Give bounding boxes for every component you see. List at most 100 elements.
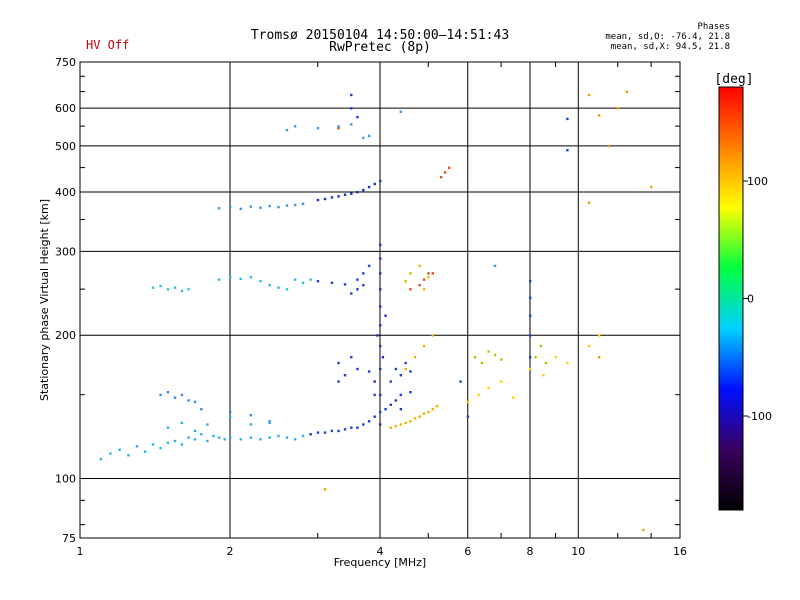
data-point — [616, 107, 620, 110]
data-point — [180, 289, 184, 293]
data-point — [301, 202, 305, 206]
colorbar — [718, 86, 744, 511]
data-point — [587, 201, 591, 204]
data-point — [356, 278, 359, 281]
data-point — [362, 188, 365, 192]
data-point — [301, 281, 305, 284]
data-point — [389, 403, 392, 406]
data-point — [151, 443, 155, 446]
phase-stats-x: mean, sd,X: 94.5, 21.8 — [610, 42, 730, 52]
data-point — [249, 276, 253, 279]
data-point — [566, 148, 569, 152]
data-point — [249, 436, 253, 439]
data-point — [554, 356, 557, 359]
data-point — [223, 438, 226, 441]
colorbar-tick-label: 100 — [747, 175, 768, 188]
data-point — [259, 206, 262, 209]
data-point — [625, 90, 628, 93]
data-point — [193, 429, 197, 433]
data-point — [343, 428, 347, 431]
data-point — [180, 421, 184, 425]
data-point — [379, 257, 382, 260]
data-point — [277, 286, 280, 289]
data-point — [316, 280, 320, 283]
data-point — [394, 367, 398, 371]
data-point — [259, 280, 262, 283]
data-point — [373, 182, 376, 186]
data-point — [159, 284, 162, 288]
data-point — [350, 426, 353, 429]
data-point — [356, 288, 359, 291]
data-point — [642, 528, 645, 532]
y-tick-label: 600 — [55, 102, 76, 115]
data-point — [362, 272, 365, 275]
data-point — [217, 278, 221, 281]
data-point — [431, 334, 434, 337]
data-point — [229, 436, 232, 439]
data-point — [367, 264, 371, 268]
data-point — [362, 136, 365, 140]
data-point — [500, 380, 503, 383]
data-point — [399, 407, 403, 411]
chart-subtitle: RwPretec (8p) — [329, 40, 431, 55]
data-point — [350, 292, 353, 295]
data-point — [293, 438, 297, 441]
data-point — [367, 185, 371, 189]
data-point — [239, 438, 242, 441]
data-point — [367, 134, 371, 138]
data-point — [268, 421, 271, 425]
data-point — [330, 196, 334, 199]
data-point — [379, 272, 382, 275]
data-point — [217, 207, 221, 210]
data-point — [381, 356, 385, 359]
data-point — [597, 114, 601, 117]
data-point — [151, 286, 155, 289]
data-point — [473, 356, 477, 359]
data-point — [212, 434, 215, 438]
data-point — [404, 361, 407, 365]
data-point — [466, 415, 470, 418]
data-point — [534, 356, 537, 359]
data-point — [379, 179, 382, 183]
data-point — [418, 415, 421, 418]
data-point — [127, 454, 130, 457]
y-tick-label: 300 — [55, 245, 76, 258]
data-point — [422, 278, 426, 281]
data-point — [376, 334, 379, 337]
data-point — [99, 457, 103, 461]
data-point — [143, 450, 147, 453]
data-point — [268, 204, 271, 208]
data-point — [323, 431, 327, 434]
data-point — [239, 207, 242, 211]
data-point — [268, 436, 271, 439]
data-point — [293, 125, 297, 128]
data-point — [367, 370, 371, 373]
data-point — [409, 370, 412, 373]
x-axis-label: Frequency [MHz] — [334, 556, 426, 569]
data-point — [323, 488, 327, 491]
data-point — [337, 380, 340, 383]
data-point — [159, 393, 162, 397]
data-point — [293, 278, 297, 281]
data-point — [431, 272, 434, 275]
data-point — [443, 171, 447, 174]
data-point — [268, 420, 271, 423]
data-point — [193, 400, 197, 404]
x-tick-label: 4 — [377, 545, 384, 558]
data-point — [500, 358, 503, 361]
data-point — [404, 421, 407, 425]
data-point — [566, 117, 569, 121]
data-point — [316, 127, 320, 130]
data-point — [249, 413, 253, 417]
y-tick-label: 400 — [55, 186, 76, 199]
data-point — [229, 410, 232, 414]
y-tick-label: 500 — [55, 140, 76, 153]
colorbar-tick-label: -100 — [747, 410, 772, 423]
colorbar-tick-label: 0 — [747, 293, 754, 306]
data-point — [337, 195, 340, 198]
data-point — [607, 144, 610, 148]
data-point — [350, 192, 353, 195]
data-point — [529, 314, 532, 317]
data-point — [379, 367, 382, 371]
data-point — [422, 288, 426, 291]
